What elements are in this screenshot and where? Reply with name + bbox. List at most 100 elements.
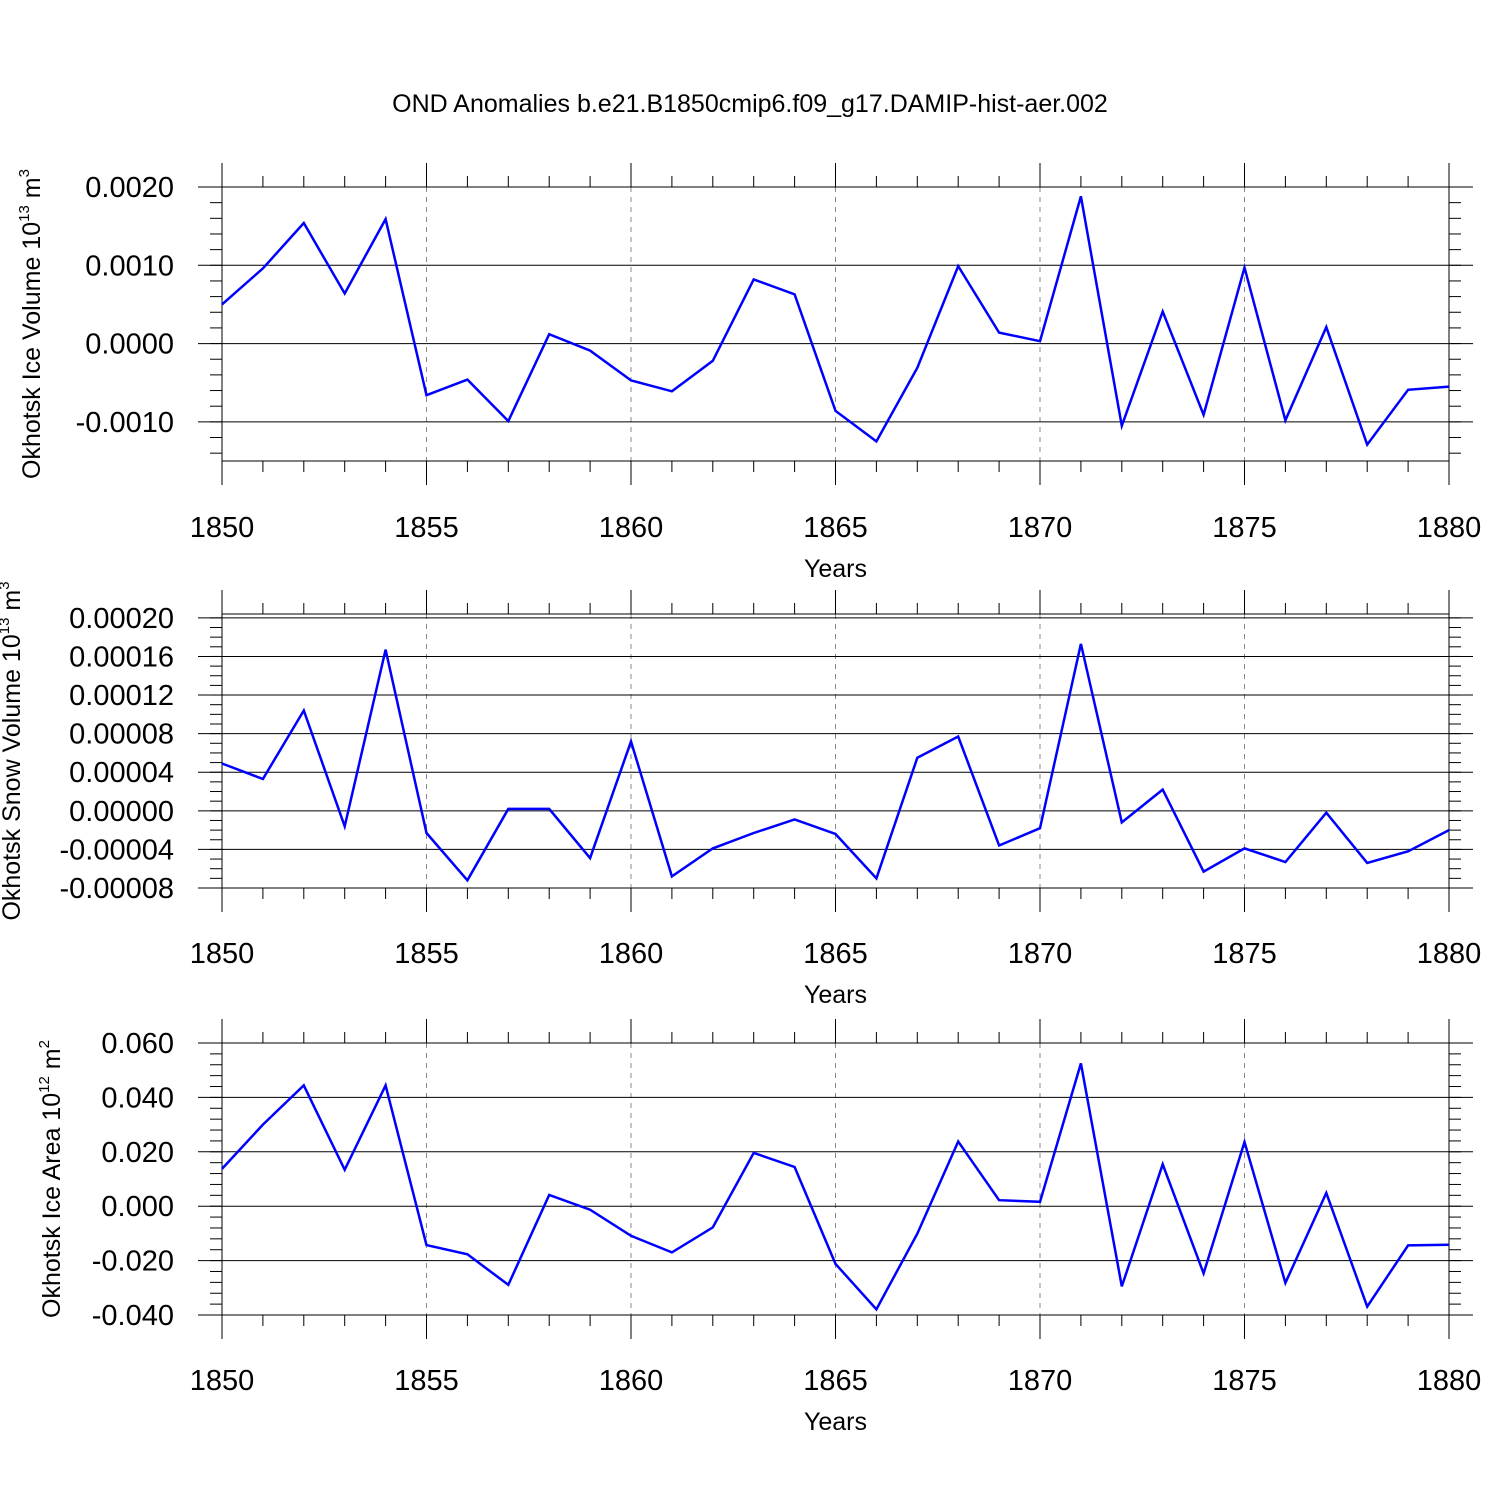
x-tick-label: 1850 (190, 938, 255, 970)
x-tick-label: 1865 (803, 512, 868, 544)
data-point (997, 844, 1001, 848)
data-point (1283, 418, 1287, 422)
data-point (1365, 443, 1369, 447)
data-point (629, 1234, 633, 1238)
data-point (302, 708, 306, 712)
data-point (834, 1262, 838, 1266)
data-point (793, 1165, 797, 1169)
data-point (1365, 861, 1369, 865)
y-axis-label-unit-exponent: 2 (36, 1040, 53, 1048)
data-point (1202, 870, 1206, 874)
data-point (425, 393, 429, 397)
x-axis-label: Years (804, 1408, 867, 1436)
y-tick-label: -0.00004 (60, 834, 175, 866)
data-point (629, 378, 633, 382)
x-tick-label: 1855 (394, 1365, 459, 1397)
data-point (261, 266, 265, 270)
data-point (343, 291, 347, 295)
data-point (834, 409, 838, 413)
data-point (711, 846, 715, 850)
y-axis-label-exponent: 12 (36, 1076, 53, 1093)
x-tick-label: 1865 (803, 938, 868, 970)
data-point (1161, 309, 1165, 313)
chart-title: OND Anomalies b.e21.B1850cmip6.f09_g17.D… (392, 90, 1108, 118)
data-point (465, 878, 469, 882)
data-point (1079, 642, 1083, 646)
x-tick-label: 1860 (599, 938, 664, 970)
x-tick-label: 1860 (599, 1365, 664, 1397)
data-point (752, 277, 756, 281)
x-axis-label: Years (804, 555, 867, 583)
data-point (1365, 1305, 1369, 1309)
x-tick-label: 1870 (1008, 938, 1073, 970)
y-tick-label: 0.0010 (85, 250, 174, 282)
data-point (506, 807, 510, 811)
data-point (465, 378, 469, 382)
y-axis-label-unit-exponent: 3 (16, 169, 33, 177)
data-point (588, 349, 592, 353)
data-point (425, 831, 429, 835)
data-point (1283, 1281, 1287, 1285)
panel-snow-volume: 1850 1855 1860 1865 1870 1875 1880 0.00020 0.000… (0, 581, 1481, 1009)
panel-ice-volume: 1850 1855 1860 1865 1870 1875 1880 0.0020 0.0010… (16, 163, 1481, 583)
x-tick-label: 1875 (1212, 1365, 1277, 1397)
data-point (343, 824, 347, 828)
series-line-ice-volume (221, 196, 1450, 448)
x-tick-label: 1855 (394, 512, 459, 544)
x-axis-label: Years (804, 981, 867, 1009)
data-point (220, 762, 224, 766)
y-tick-label: -0.00008 (60, 873, 175, 905)
y-tick-label: 0.00008 (69, 719, 174, 751)
y-tick-label: 0.000 (101, 1191, 174, 1223)
x-tick-label: 1865 (803, 1365, 868, 1397)
data-point (220, 1167, 224, 1171)
data-point (1079, 194, 1083, 198)
data-point (384, 1083, 388, 1087)
data-point (956, 1139, 960, 1143)
data-point (1120, 1284, 1124, 1288)
y-axis-label-unit: m (38, 1048, 66, 1076)
y-tick-label: 0.00020 (69, 603, 174, 635)
y-axis-label-exponent: 13 (16, 205, 33, 222)
y-tick-label: -0.0010 (76, 407, 174, 439)
x-tick-label: 1870 (1008, 512, 1073, 544)
data-point (547, 1193, 551, 1197)
y-tick-label: 0.040 (101, 1082, 174, 1114)
y-axis-label-text: Okhotsk Snow Volume 10 (0, 634, 26, 920)
x-tick-label: 1850 (190, 512, 255, 544)
data-point (956, 264, 960, 268)
data-point (302, 221, 306, 225)
data-point (261, 1123, 265, 1127)
y-axis-label-unit: m (18, 177, 46, 205)
series-line-ice-area (221, 1063, 1450, 1312)
y-tick-label: 0.020 (101, 1137, 174, 1169)
data-point (711, 359, 715, 363)
data-point (261, 777, 265, 781)
data-point (874, 1307, 878, 1311)
x-tick-label: 1855 (394, 938, 459, 970)
y-tick-label: 0.00004 (69, 757, 174, 789)
data-point (547, 807, 551, 811)
x-tick-label: 1880 (1417, 938, 1482, 970)
y-tick-label: 0.0020 (85, 172, 174, 204)
data-point (1406, 388, 1410, 392)
data-point (1243, 266, 1247, 270)
y-axis-label: Okhotsk Ice Volume 1013 m3 (16, 169, 46, 479)
data-point (629, 739, 633, 743)
data-point (1324, 811, 1328, 815)
data-point (670, 1250, 674, 1254)
data-point (915, 1232, 919, 1236)
y-axis-label-unit: m (0, 590, 26, 618)
y-tick-label: 0.00012 (69, 680, 174, 712)
data-point (506, 419, 510, 423)
data-point (1447, 1243, 1451, 1247)
data-point (1324, 1191, 1328, 1195)
data-point (465, 1252, 469, 1256)
data-point (588, 1208, 592, 1212)
data-point (997, 331, 1001, 335)
data-point (997, 1198, 1001, 1202)
data-point (834, 832, 838, 836)
y-tick-label: 0.00016 (69, 641, 174, 673)
data-point (915, 756, 919, 760)
